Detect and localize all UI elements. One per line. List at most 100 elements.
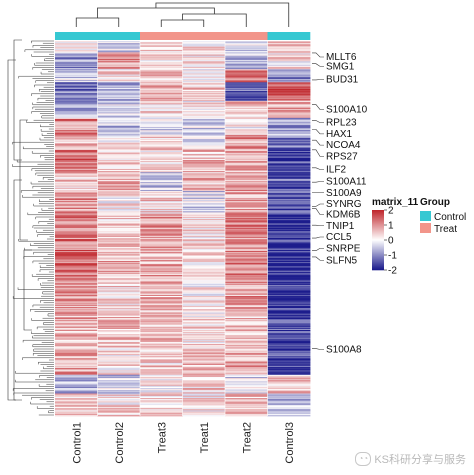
heatmap-cell (225, 371, 268, 373)
heatmap-cell (97, 185, 141, 187)
row-label-connector (312, 203, 324, 207)
heatmap-cell (267, 197, 311, 200)
heatmap-cell (182, 403, 226, 406)
heatmap-cell (97, 349, 141, 352)
heatmap-cell (140, 239, 183, 241)
heatmap-cell (225, 289, 268, 291)
heatmap-cell (267, 393, 311, 396)
heatmap-cell (97, 186, 141, 189)
heatmap-cell (55, 356, 98, 358)
heatmap-cell (140, 316, 183, 319)
heatmap-cell (182, 170, 226, 172)
scale-gradient-step (372, 248, 384, 250)
heatmap-cell (182, 80, 226, 82)
heatmap-cell (182, 326, 226, 329)
scale-gradient-step (372, 263, 384, 265)
heatmap-cell (55, 99, 98, 102)
heatmap-cell (55, 312, 98, 315)
heatmap-cell (55, 212, 98, 214)
heatmap-cell (267, 53, 311, 55)
heatmap-cell (140, 390, 183, 392)
heatmap-cell (97, 336, 141, 339)
heatmap-cell (55, 80, 98, 82)
heatmap-cell (97, 288, 141, 290)
heatmap-cell (97, 384, 141, 387)
heatmap-cell (140, 320, 183, 322)
heatmap-cell (225, 207, 268, 210)
heatmap-cell (225, 380, 268, 382)
heatmap-cell (182, 173, 226, 175)
heatmap-cell (55, 303, 98, 306)
heatmap-cell (140, 41, 183, 43)
heatmap-cell (225, 201, 268, 203)
heatmap-cell (182, 117, 226, 120)
heatmap-cell (182, 108, 226, 111)
heatmap-cell (225, 179, 268, 182)
heatmap-cell (97, 368, 141, 370)
heatmap-cell (97, 177, 141, 180)
heatmap-cell (267, 44, 311, 46)
heatmap-cell (97, 175, 141, 178)
heatmap-cell (225, 119, 268, 121)
heatmap-cell (97, 70, 141, 72)
heatmap-cell (97, 410, 141, 412)
heatmap-cell (225, 55, 268, 58)
heatmap-cell (225, 146, 268, 149)
heatmap-cell (55, 332, 98, 334)
heatmap-cell (55, 412, 98, 415)
heatmap-cell (55, 188, 98, 191)
heatmap-cell (182, 204, 226, 207)
heatmap-cell (140, 277, 183, 279)
heatmap-cell (225, 129, 268, 131)
row-label-connector (312, 247, 324, 251)
heatmap-cell (55, 328, 98, 331)
heatmap-cell (55, 217, 98, 220)
heatmap-cell (97, 303, 141, 306)
heatmap-cell (225, 216, 268, 219)
heatmap-cell (225, 407, 268, 409)
heatmap-cell (225, 287, 268, 289)
heatmap-cell (140, 322, 183, 324)
heatmap-cell (225, 369, 268, 371)
heatmap-cell (97, 209, 141, 211)
heatmap-cell (225, 164, 268, 166)
heatmap-cell (97, 53, 141, 55)
heatmap-cell (267, 153, 311, 155)
heatmap-cell (97, 245, 141, 248)
heatmap-cell (267, 240, 311, 242)
heatmap-cell (267, 296, 311, 298)
heatmap-cell (225, 361, 268, 364)
heatmap-cell (140, 153, 183, 155)
heatmap-cell (225, 209, 268, 211)
scale-gradient-step (372, 241, 384, 243)
heatmap-cell (182, 411, 226, 414)
heatmap-cell (225, 166, 268, 169)
heatmap-cell (225, 211, 268, 213)
heatmap-cell (140, 184, 183, 186)
heatmap-cell (267, 83, 311, 85)
heatmap-cell (55, 222, 98, 224)
heatmap-cell (97, 304, 141, 307)
row-label: NCOA4 (326, 140, 361, 151)
heatmap-cell (182, 97, 226, 100)
heatmap-cell (225, 124, 268, 127)
heatmap-cell (225, 192, 268, 194)
heatmap-cell (140, 76, 183, 79)
heatmap-cell (267, 128, 311, 130)
heatmap-cell (182, 381, 226, 383)
heatmap-cell (225, 112, 268, 114)
heatmap-cell (97, 168, 141, 171)
heatmap-cell (97, 243, 141, 245)
heatmap-cell (267, 254, 311, 256)
heatmap-cell (140, 156, 183, 159)
heatmap-cell (225, 283, 268, 286)
heatmap-cell (267, 291, 311, 294)
heatmap-cell (267, 281, 311, 284)
heatmap-cell (140, 232, 183, 234)
heatmap-cell (97, 252, 141, 254)
heatmap-cell (140, 271, 183, 274)
heatmap-cell (140, 359, 183, 361)
column-label: Control2 (114, 422, 126, 464)
heatmap-cell (225, 204, 268, 207)
heatmap-cell (182, 66, 226, 69)
